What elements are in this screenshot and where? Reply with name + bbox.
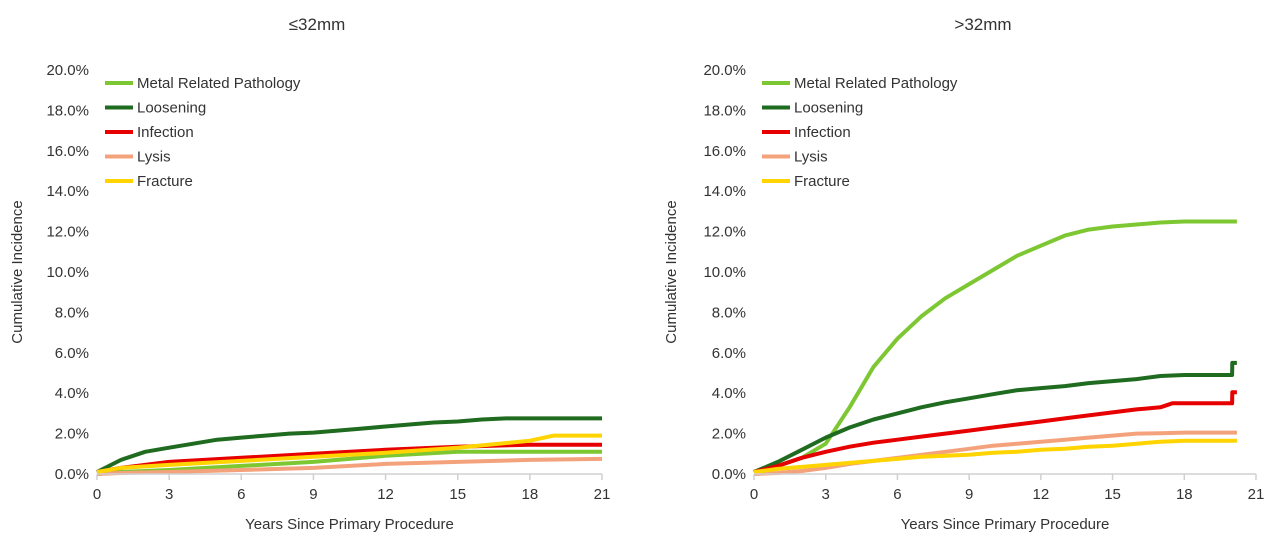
y-tick-label: 6.0% (712, 345, 746, 362)
y-tick-label: 20.0% (703, 62, 746, 79)
y-tick-label: 14.0% (46, 183, 89, 200)
chart-panel-2: >32mm 0.0% 2.0% 4.0% 6.0% 8.0% 10.0% 12.0% 14.0%… (663, 15, 1264, 533)
x-axis-label: Years Since Primary Procedure (245, 516, 454, 533)
y-tick-label: 12.0% (703, 224, 746, 241)
x-tick-label: 9 (309, 486, 317, 503)
legend-label: Fracture (137, 173, 193, 190)
y-tick-label: 10.0% (703, 264, 746, 281)
series-line-metal-related-pathology (753, 219, 1237, 474)
x-tick-label: 18 (522, 486, 539, 503)
x-tick-label: 3 (822, 486, 830, 503)
x-tick-label: 3 (165, 486, 173, 503)
legend-label: Metal Related Pathology (137, 75, 301, 92)
legend: Metal Related Pathology Loosening Infectio… (105, 75, 301, 190)
x-tick-label: 15 (1104, 486, 1121, 503)
chart-panel-1: ≤32mm 0.0% 2.0% 4.0% 6.0% 8.0% 10.0% 12.0% 14.0%… (9, 15, 610, 533)
y-tick-label: 0.0% (55, 466, 89, 483)
y-axis-label: Cumulative Incidence (9, 200, 26, 343)
series-line-fracture (753, 438, 1237, 474)
series-line-lysis (753, 430, 1237, 476)
y-tick-label: 10.0% (46, 264, 89, 281)
y-tick-label: 16.0% (703, 143, 746, 160)
y-tick-label: 0.0% (712, 466, 746, 483)
legend-label: Loosening (794, 100, 863, 117)
chart-title: ≤32mm (289, 15, 346, 34)
x-tick-label: 21 (1248, 486, 1265, 503)
y-tick-label: 14.0% (703, 183, 746, 200)
x-tick-label: 9 (965, 486, 973, 503)
y-tick-label: 4.0% (55, 385, 89, 402)
legend-label: Loosening (137, 100, 206, 117)
legend-label: Metal Related Pathology (794, 75, 958, 92)
y-tick-label: 18.0% (46, 102, 89, 119)
x-tick-label: 21 (594, 486, 611, 503)
series-line-infection (753, 390, 1237, 474)
y-tick-label: 8.0% (712, 304, 746, 321)
x-tick-label: 6 (893, 486, 901, 503)
legend: Metal Related Pathology Loosening Infectio… (762, 75, 958, 190)
y-tick-label: 4.0% (712, 385, 746, 402)
x-tick-label: 0 (750, 486, 758, 503)
legend-label: Lysis (137, 149, 171, 166)
chart-title: >32mm (954, 15, 1011, 34)
legend-label: Infection (137, 124, 194, 141)
y-tick-label: 12.0% (46, 224, 89, 241)
y-tick-label: 2.0% (55, 426, 89, 443)
x-axis-label: Years Since Primary Procedure (901, 516, 1110, 533)
y-axis-label: Cumulative Incidence (663, 200, 680, 343)
y-tick-label: 18.0% (703, 102, 746, 119)
x-tick-label: 18 (1176, 486, 1193, 503)
x-tick-label: 0 (93, 486, 101, 503)
y-tick-label: 8.0% (55, 304, 89, 321)
legend-label: Infection (794, 124, 851, 141)
x-tick-label: 6 (237, 486, 245, 503)
y-tick-label: 20.0% (46, 62, 89, 79)
legend-label: Lysis (794, 149, 828, 166)
series-line-fracture (96, 433, 602, 474)
series-line-lysis (96, 456, 603, 476)
y-tick-label: 2.0% (712, 426, 746, 443)
x-tick-label: 12 (1033, 486, 1050, 503)
series-line-loosening (753, 360, 1237, 474)
legend-label: Fracture (794, 173, 850, 190)
y-tick-label: 16.0% (46, 143, 89, 160)
x-tick-label: 15 (449, 486, 466, 503)
y-tick-label: 6.0% (55, 345, 89, 362)
x-tick-label: 12 (377, 486, 394, 503)
series-line-loosening (96, 416, 602, 474)
